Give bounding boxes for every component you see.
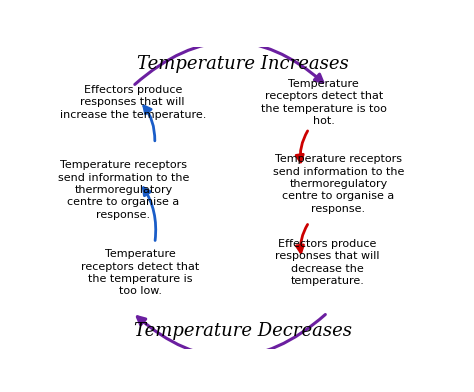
Text: Temperature
receptors detect that
the temperature is too
hot.: Temperature receptors detect that the te… xyxy=(261,79,387,126)
FancyArrowPatch shape xyxy=(137,314,325,357)
Text: Temperature receptors
send information to the
thermoregulatory
centre to organis: Temperature receptors send information t… xyxy=(273,154,404,214)
Text: Effectors produce
responses that will
increase the temperature.: Effectors produce responses that will in… xyxy=(60,85,206,120)
FancyArrowPatch shape xyxy=(296,131,308,162)
Text: Temperature Increases: Temperature Increases xyxy=(137,54,349,73)
FancyArrowPatch shape xyxy=(144,106,155,141)
Text: Temperature
receptors detect that
the temperature is
too low.: Temperature receptors detect that the te… xyxy=(81,249,199,296)
Text: Effectors produce
responses that will
decrease the
temperature.: Effectors produce responses that will de… xyxy=(275,239,380,286)
Text: Temperature Decreases: Temperature Decreases xyxy=(134,322,352,340)
FancyArrowPatch shape xyxy=(135,42,323,84)
Text: Temperature receptors
send information to the
thermoregulatory
centre to organis: Temperature receptors send information t… xyxy=(58,160,189,220)
FancyArrowPatch shape xyxy=(296,225,308,252)
FancyArrowPatch shape xyxy=(143,188,156,240)
